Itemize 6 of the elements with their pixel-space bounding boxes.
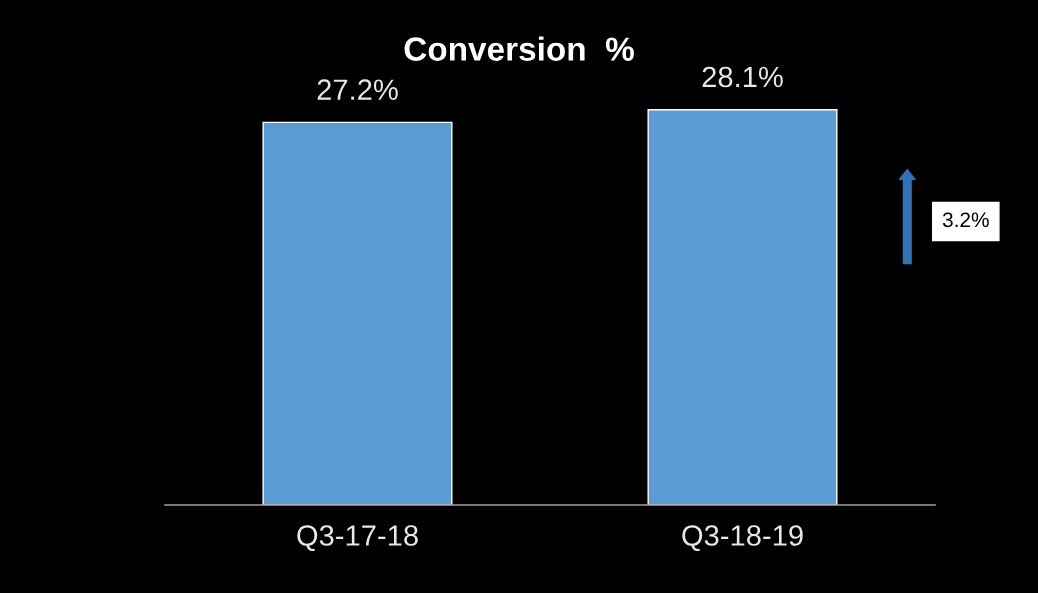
data-label: 27.2%: [317, 79, 398, 100]
data-label: 28.1%: [702, 66, 783, 88]
x-tick-label: Q3-17-18: [297, 525, 418, 552]
x-tick-label: Q3-18-19: [682, 525, 803, 552]
chart-title: Conversion %: [404, 36, 634, 61]
text: 3.2%: [942, 212, 989, 228]
